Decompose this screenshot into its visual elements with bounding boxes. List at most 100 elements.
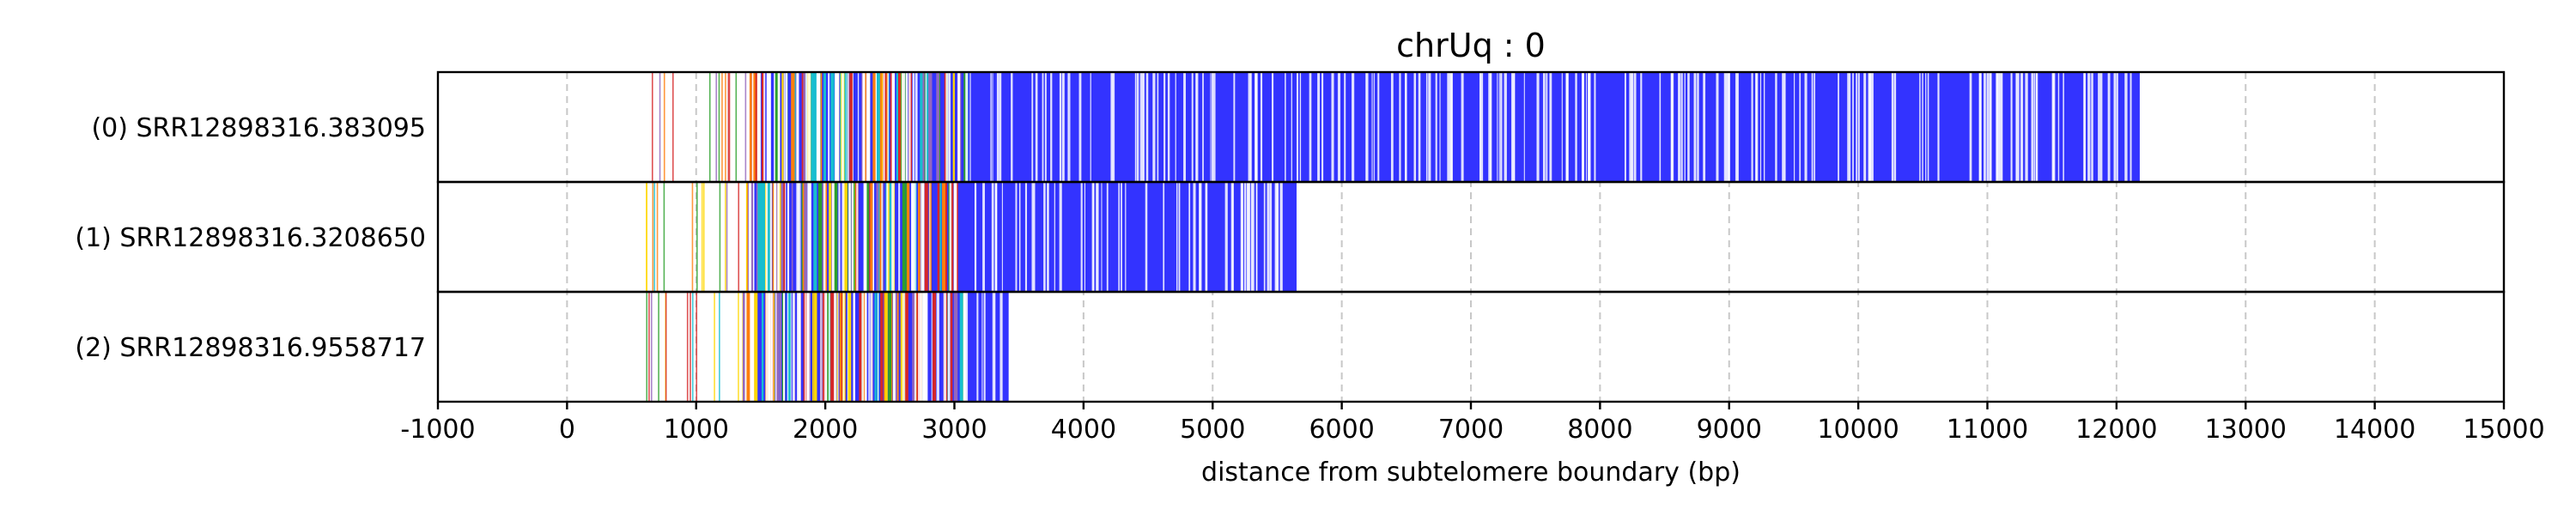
read-gap bbox=[1857, 72, 1860, 182]
read-line bbox=[875, 72, 878, 182]
read-gap bbox=[1224, 182, 1228, 292]
read-line bbox=[906, 292, 908, 402]
read-gap bbox=[1152, 72, 1156, 182]
read-line bbox=[775, 72, 779, 182]
read-gap bbox=[1999, 72, 2001, 182]
read-gap bbox=[1871, 72, 1874, 182]
read-gap bbox=[2099, 72, 2103, 182]
read-line bbox=[880, 292, 884, 402]
read-gap bbox=[1582, 72, 1584, 182]
read-gap bbox=[920, 182, 924, 292]
read-gap bbox=[1523, 72, 1525, 182]
read-gap bbox=[891, 182, 895, 292]
read-gap bbox=[1015, 182, 1018, 292]
read-track bbox=[646, 182, 1297, 292]
read-line bbox=[937, 182, 940, 292]
read-gap bbox=[774, 72, 775, 182]
read-gap bbox=[886, 182, 889, 292]
read-line bbox=[702, 182, 705, 292]
read-gap bbox=[841, 72, 844, 182]
read-gap bbox=[1504, 72, 1507, 182]
read-line bbox=[787, 182, 790, 292]
read-line bbox=[817, 182, 823, 292]
read-line bbox=[646, 182, 647, 292]
read-line bbox=[782, 182, 786, 292]
read-gap bbox=[2116, 72, 2118, 182]
read-gap bbox=[1285, 72, 1286, 182]
read-gap bbox=[949, 292, 951, 402]
read-gap bbox=[2052, 72, 2056, 182]
read-gap bbox=[2107, 72, 2111, 182]
read-line bbox=[715, 72, 718, 182]
read-gap bbox=[842, 292, 845, 402]
read-gap bbox=[1309, 72, 1312, 182]
x-tick-label: 9000 bbox=[1697, 415, 1762, 445]
read-gap bbox=[1157, 72, 1159, 182]
read-line bbox=[690, 292, 691, 402]
read-gap bbox=[1794, 72, 1795, 182]
read-gap bbox=[1870, 72, 1872, 182]
read-line bbox=[781, 72, 784, 182]
read-line bbox=[956, 182, 958, 292]
read-label: (2) SRR12898316.9558717 bbox=[75, 333, 426, 363]
read-track bbox=[646, 292, 1009, 402]
read-gap bbox=[1136, 72, 1139, 182]
read-line bbox=[787, 292, 791, 402]
read-gap bbox=[1344, 72, 1346, 182]
read-line bbox=[877, 72, 880, 182]
read-gap bbox=[1352, 72, 1355, 182]
read-gap bbox=[1461, 72, 1464, 182]
read-line bbox=[811, 72, 815, 182]
read-line bbox=[912, 292, 916, 402]
read-line bbox=[727, 72, 730, 182]
read-line bbox=[776, 292, 780, 402]
read-gap bbox=[1091, 182, 1095, 292]
read-gap bbox=[783, 72, 786, 182]
read-line bbox=[823, 72, 827, 182]
read-line bbox=[663, 72, 665, 182]
read-gap bbox=[1418, 72, 1421, 182]
read-line bbox=[744, 72, 747, 182]
read-gap bbox=[1549, 72, 1552, 182]
read-line bbox=[781, 182, 784, 292]
read-gap bbox=[2087, 72, 2089, 182]
read-gap bbox=[2036, 72, 2038, 182]
read-gap bbox=[947, 292, 950, 402]
read-gap bbox=[1775, 72, 1777, 182]
read-gap bbox=[861, 292, 865, 402]
read-gap bbox=[868, 72, 870, 182]
read-gap bbox=[924, 292, 926, 402]
read-line bbox=[830, 292, 835, 402]
read-gap bbox=[1163, 182, 1165, 292]
read-gap bbox=[1542, 72, 1546, 182]
read-gap bbox=[1439, 72, 1441, 182]
read-line bbox=[801, 72, 804, 182]
read-gap bbox=[769, 182, 773, 292]
read-gap bbox=[1069, 72, 1071, 182]
read-gap bbox=[1585, 72, 1587, 182]
read-gap bbox=[1405, 72, 1407, 182]
read-gap bbox=[1390, 72, 1394, 182]
read-gap bbox=[1011, 72, 1013, 182]
read-gap bbox=[765, 182, 769, 292]
read-gap bbox=[1500, 72, 1503, 182]
read-line bbox=[829, 182, 832, 292]
read-gap bbox=[841, 182, 845, 292]
read-gap bbox=[1594, 72, 1596, 182]
read-line bbox=[870, 182, 873, 292]
read-gap bbox=[1856, 72, 1858, 182]
read-gap bbox=[1231, 182, 1234, 292]
read-gap bbox=[1106, 182, 1109, 292]
read-gap bbox=[1979, 72, 1981, 182]
read-line bbox=[791, 72, 795, 182]
read-gap bbox=[1251, 182, 1255, 292]
read-line bbox=[650, 292, 653, 402]
read-line bbox=[721, 72, 723, 182]
read-gap bbox=[1078, 72, 1082, 182]
read-gap bbox=[1202, 72, 1204, 182]
read-gap bbox=[1299, 72, 1302, 182]
read-line bbox=[658, 292, 659, 402]
read-line bbox=[696, 292, 698, 402]
read-gap bbox=[905, 72, 908, 182]
read-gap bbox=[1659, 72, 1662, 182]
